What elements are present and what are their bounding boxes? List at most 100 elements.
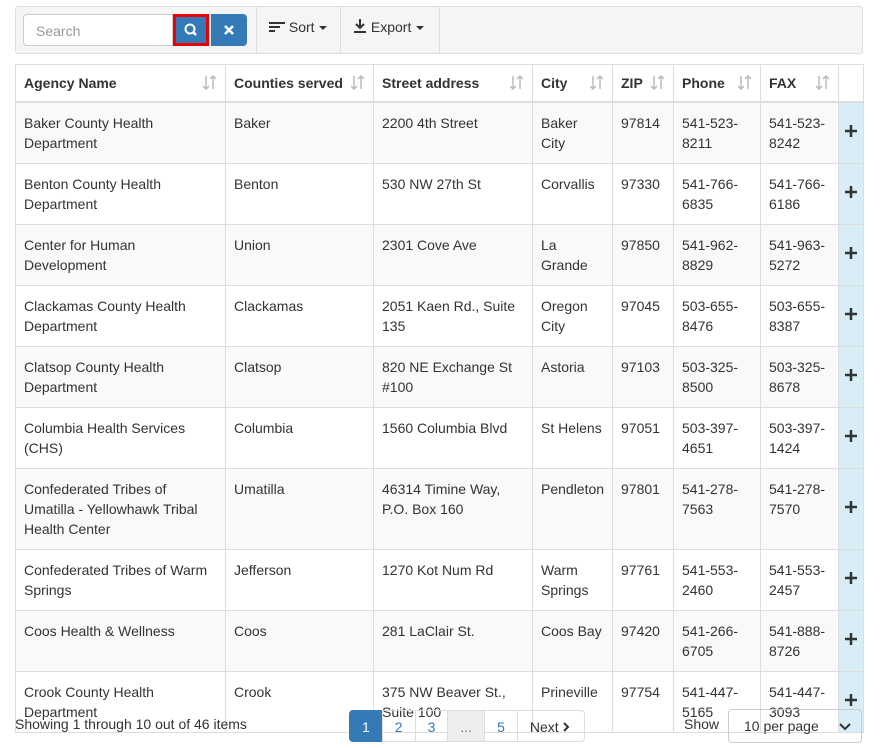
expand-cell[interactable] bbox=[838, 610, 864, 672]
table-cell: 1560 Columbia Blvd bbox=[373, 407, 533, 469]
expand-cell[interactable] bbox=[838, 468, 864, 550]
table-cell: Baker City bbox=[532, 101, 613, 164]
expand-icon bbox=[845, 186, 857, 198]
page-button[interactable]: 1 bbox=[349, 710, 383, 742]
expand-icon bbox=[845, 430, 857, 442]
expand-cell[interactable] bbox=[838, 285, 864, 347]
table-cell: 820 NE Exchange St #100 bbox=[373, 346, 533, 408]
caret bbox=[839, 723, 851, 731]
table-cell: 503-325-8678 bbox=[760, 346, 839, 408]
table-row: Clackamas County Health Department Clacka… bbox=[15, 285, 864, 347]
expand-icon bbox=[845, 308, 857, 320]
search-icon bbox=[184, 23, 197, 36]
table-cell: 541-278-7570 bbox=[760, 468, 839, 550]
pagination: 1 2 3... 5 Next bbox=[349, 710, 585, 742]
table-cell: 2051 Kaen Rd., Suite 135 bbox=[373, 285, 533, 347]
table-cell: Clackamas County Health Department bbox=[15, 285, 226, 347]
table-cell: 97103 bbox=[612, 346, 674, 408]
table-row: Confederated Tribes of Warm Springs Jeffe… bbox=[15, 549, 864, 611]
per-page-select[interactable]: 10 per page bbox=[728, 709, 862, 743]
table-cell: 503-655-8476 bbox=[673, 285, 761, 347]
caret bbox=[416, 26, 425, 30]
table-cell: 97045 bbox=[612, 285, 674, 347]
table-cell: Jefferson bbox=[225, 549, 374, 611]
clear-button[interactable] bbox=[211, 14, 247, 46]
page-button[interactable]: 2 bbox=[381, 710, 416, 742]
table-cell: 530 NW 27th St bbox=[373, 163, 533, 225]
next-button[interactable]: Next bbox=[516, 710, 585, 742]
header-row: Agency Name Counties served Street address… bbox=[15, 64, 864, 103]
table-cell: Clatsop County Health Department bbox=[15, 346, 226, 408]
next-label: Next bbox=[529, 719, 559, 735]
sort-label: Sort bbox=[288, 19, 315, 35]
page-button[interactable]: 3 bbox=[414, 710, 449, 742]
sort-indicator bbox=[816, 75, 830, 91]
expand-cell[interactable] bbox=[838, 163, 864, 225]
table-row: Center for Human Development Union 2301 Co… bbox=[15, 224, 864, 286]
summary: Showing 1 through 10 out of 46 items bbox=[15, 716, 247, 732]
export-button[interactable]: Export bbox=[340, 7, 440, 53]
table-cell: 2301 Cove Ave bbox=[373, 224, 533, 286]
table-cell: 503-325-8500 bbox=[673, 346, 761, 408]
table-cell: 97850 bbox=[612, 224, 674, 286]
expand-cell[interactable] bbox=[838, 224, 864, 286]
expand-cell[interactable] bbox=[838, 101, 864, 164]
page-button[interactable]: 5 bbox=[484, 710, 518, 742]
column-title: Street address bbox=[382, 75, 480, 91]
table-cell: 1270 Kot Num Rd bbox=[373, 549, 533, 611]
table-cell: 97754 bbox=[612, 671, 674, 733]
expand-icon bbox=[845, 501, 857, 513]
sort-icon bbox=[269, 22, 285, 32]
table-cell: Crook County Health Department bbox=[15, 671, 226, 733]
sort-indicator bbox=[351, 75, 365, 91]
expand-cell[interactable] bbox=[838, 671, 864, 733]
column-header[interactable]: Counties served bbox=[225, 64, 374, 103]
table-cell: Coos bbox=[225, 610, 374, 672]
sort-indicator bbox=[510, 75, 524, 91]
expand-icon bbox=[845, 247, 857, 259]
table-cell: 97420 bbox=[612, 610, 674, 672]
column-header[interactable]: Phone bbox=[673, 64, 761, 103]
column-title: City bbox=[541, 75, 568, 91]
expand-cell[interactable] bbox=[838, 407, 864, 469]
per-page-value: 10 per page bbox=[744, 718, 819, 734]
table-cell: Confederated Tribes of Umatilla - Yellow… bbox=[15, 468, 226, 550]
search-button[interactable] bbox=[173, 14, 209, 46]
export-icon bbox=[354, 19, 366, 33]
search-input[interactable]: Search bbox=[23, 14, 173, 46]
caret bbox=[319, 26, 328, 30]
table-cell: Baker bbox=[225, 101, 374, 164]
table-cell: Benton bbox=[225, 163, 374, 225]
table-cell: 541-447-3093 bbox=[760, 671, 839, 733]
table-body: Baker County Health Department Baker 2200 … bbox=[15, 101, 864, 733]
column-header[interactable]: FAX bbox=[760, 64, 839, 103]
table-cell: 2200 4th Street bbox=[373, 101, 533, 164]
sort-button[interactable]: Sort bbox=[256, 7, 340, 53]
column-header[interactable]: Street address bbox=[373, 64, 533, 103]
table-cell: 541-888-8726 bbox=[760, 610, 839, 672]
column-title: Counties served bbox=[234, 75, 343, 91]
expand-cell[interactable] bbox=[838, 346, 864, 408]
agency-table: Agency Name Counties served Street address… bbox=[15, 64, 864, 733]
column-title: Agency Name bbox=[24, 75, 117, 91]
table-cell: 541-447-5165 bbox=[673, 671, 761, 733]
table-cell: 97330 bbox=[612, 163, 674, 225]
table-cell: Union bbox=[225, 224, 374, 286]
expand-icon bbox=[845, 572, 857, 584]
sort-indicator bbox=[738, 75, 752, 91]
table-cell: 541-962-8829 bbox=[673, 224, 761, 286]
column-header[interactable]: City bbox=[532, 64, 613, 103]
column-header[interactable]: Agency Name bbox=[15, 64, 226, 103]
table-row: Coos Health & Wellness Coos 281 LaClair St… bbox=[15, 610, 864, 672]
page-button[interactable]: ... bbox=[447, 710, 486, 742]
expand-cell[interactable] bbox=[838, 549, 864, 611]
table-cell: Coos Health & Wellness bbox=[15, 610, 226, 672]
column-header[interactable]: ZIP bbox=[612, 64, 674, 103]
column-title: ZIP bbox=[621, 75, 643, 91]
sort-indicator bbox=[651, 75, 665, 91]
sort-indicator bbox=[590, 75, 604, 91]
table-cell: 46314 Timine Way, P.O. Box 160 bbox=[373, 468, 533, 550]
column-title: FAX bbox=[769, 75, 797, 91]
show-label: Show bbox=[684, 716, 720, 732]
table-cell: Astoria bbox=[532, 346, 613, 408]
